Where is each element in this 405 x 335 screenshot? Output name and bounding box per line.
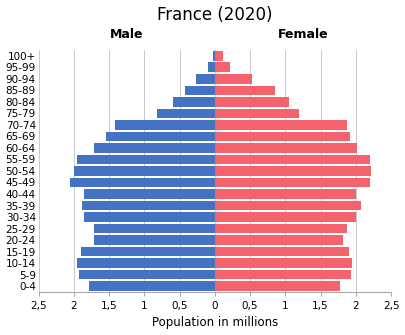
X-axis label: Population in millions: Population in millions bbox=[152, 317, 278, 329]
Bar bbox=[84, 189, 215, 199]
Bar bbox=[215, 201, 361, 210]
Bar bbox=[208, 63, 215, 72]
Bar bbox=[70, 178, 215, 187]
Bar bbox=[215, 235, 343, 245]
Bar bbox=[157, 109, 215, 118]
Text: Male: Male bbox=[110, 28, 143, 41]
Bar bbox=[81, 247, 215, 257]
Bar bbox=[215, 224, 347, 233]
Bar bbox=[185, 85, 215, 95]
Bar bbox=[215, 166, 371, 176]
Bar bbox=[79, 270, 215, 279]
Bar bbox=[90, 281, 215, 291]
Bar bbox=[215, 97, 289, 107]
Bar bbox=[213, 51, 215, 61]
Bar bbox=[173, 97, 215, 107]
Bar bbox=[94, 143, 215, 153]
Bar bbox=[215, 85, 275, 95]
Bar bbox=[215, 63, 230, 72]
Bar bbox=[94, 235, 215, 245]
Bar bbox=[77, 258, 215, 268]
Bar bbox=[215, 120, 347, 130]
Bar bbox=[215, 189, 356, 199]
Bar bbox=[215, 143, 357, 153]
Bar bbox=[215, 109, 299, 118]
Bar bbox=[215, 178, 370, 187]
Bar bbox=[215, 247, 349, 257]
Bar bbox=[106, 132, 215, 141]
Bar bbox=[215, 51, 223, 61]
Bar bbox=[82, 201, 215, 210]
Bar bbox=[215, 270, 351, 279]
Bar bbox=[215, 212, 356, 222]
Bar bbox=[196, 74, 215, 84]
Bar bbox=[84, 212, 215, 222]
Title: France (2020): France (2020) bbox=[157, 6, 273, 23]
Bar bbox=[94, 224, 215, 233]
Bar bbox=[74, 166, 215, 176]
Bar bbox=[77, 154, 215, 164]
Bar bbox=[115, 120, 215, 130]
Text: Female: Female bbox=[278, 28, 328, 41]
Bar bbox=[215, 281, 340, 291]
Bar bbox=[215, 74, 252, 84]
Bar bbox=[215, 132, 350, 141]
Bar bbox=[215, 154, 370, 164]
Bar bbox=[215, 258, 352, 268]
